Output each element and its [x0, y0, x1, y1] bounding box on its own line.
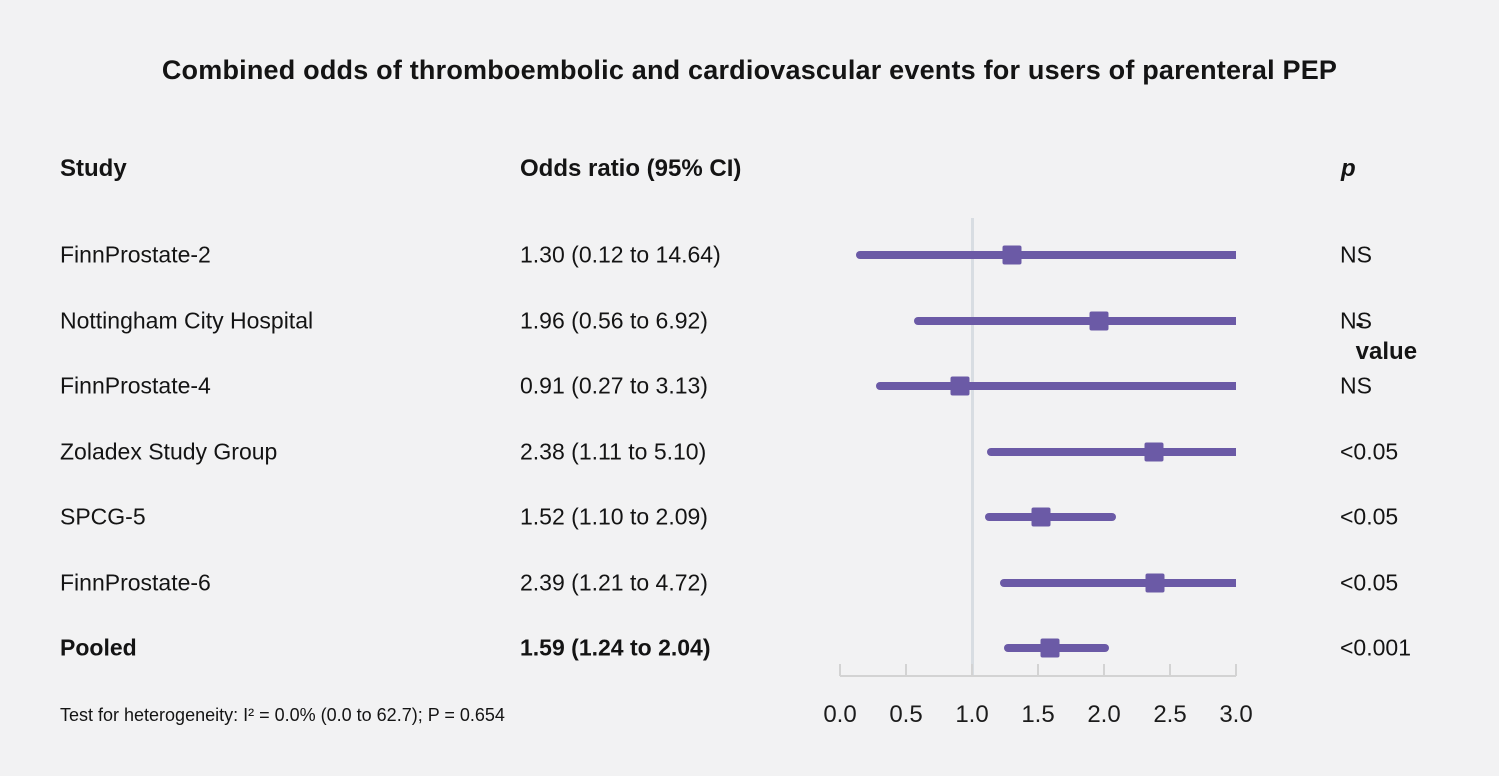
column-header-study: Study — [60, 155, 127, 182]
forest-row: Zoladex Study Group 2.38 (1.11 to 5.10) … — [0, 419, 1499, 485]
axis-tick-label: 2.0 — [1087, 701, 1121, 728]
axis-tick — [1235, 664, 1237, 676]
axis-tick — [1169, 664, 1171, 676]
axis-tick-label: 0.5 — [889, 701, 923, 728]
odds-ratio-label: 0.91 (0.27 to 3.13) — [520, 372, 708, 399]
forest-row: SPCG-5 1.52 (1.10 to 2.09) <0.05 — [0, 484, 1499, 550]
axis-tick — [1037, 664, 1039, 676]
confidence-interval-bar — [986, 447, 1236, 456]
forest-row: FinnProstate-2 1.30 (0.12 to 14.64) NS — [0, 222, 1499, 288]
axis-tick — [905, 664, 907, 676]
study-label: Pooled — [60, 634, 137, 661]
point-estimate-marker — [1145, 573, 1165, 592]
forest-row: Pooled 1.59 (1.24 to 2.04) <0.001 — [0, 615, 1499, 681]
point-estimate-marker — [1031, 507, 1051, 527]
odds-ratio-label: 2.38 (1.11 to 5.10) — [520, 438, 707, 464]
study-label: Nottingham City Hospital — [60, 307, 314, 333]
confidence-interval-bar — [913, 316, 1236, 325]
p-value-italic-p: p — [1341, 155, 1356, 182]
axis-tick-label: 1.5 — [1021, 701, 1055, 728]
study-label: FinnProstate-6 — [60, 569, 211, 595]
confidence-interval-bar — [999, 578, 1236, 587]
forest-row: FinnProstate-6 2.39 (1.21 to 4.72) <0.05 — [0, 550, 1499, 616]
confidence-interval-bar — [985, 513, 1116, 521]
p-value-label: <0.001 — [1340, 634, 1411, 661]
p-value-label: <0.05 — [1340, 569, 1399, 595]
x-axis-line — [840, 675, 1236, 677]
reference-line-at-1 — [970, 218, 974, 676]
point-estimate-marker — [950, 376, 970, 396]
axis-tick — [971, 664, 973, 676]
study-label: FinnProstate-4 — [60, 372, 211, 399]
column-header-p-value: p -value — [1341, 155, 1417, 365]
axis-tick-label: 1.0 — [955, 701, 989, 728]
odds-ratio-label: 1.59 (1.24 to 2.04) — [520, 634, 711, 661]
odds-ratio-label: 2.39 (1.21 to 4.72) — [520, 569, 708, 595]
point-estimate-marker — [1040, 638, 1060, 658]
p-value-label: NS — [1340, 372, 1372, 399]
p-value-label: NS — [1340, 241, 1372, 268]
axis-tick — [839, 664, 841, 676]
column-header-odds-ratio: Odds ratio (95% CI) — [520, 155, 742, 182]
heterogeneity-footnote: Test for heterogeneity: I² = 0.0% (0.0 t… — [60, 705, 505, 725]
odds-ratio-label: 1.96 (0.56 to 6.92) — [520, 307, 708, 333]
study-label: SPCG-5 — [60, 503, 146, 530]
study-label: Zoladex Study Group — [60, 438, 278, 464]
p-value-rest: -value — [1355, 310, 1418, 365]
study-label: FinnProstate-2 — [60, 241, 211, 268]
p-value-label: <0.05 — [1340, 503, 1399, 530]
axis-tick-label: 3.0 — [1219, 701, 1253, 728]
p-value-label: NS — [1340, 307, 1372, 333]
axis-tick-label: 0.0 — [823, 701, 857, 728]
p-value-label: <0.05 — [1340, 438, 1399, 464]
point-estimate-marker — [1002, 245, 1022, 265]
forest-row: Nottingham City Hospital 1.96 (0.56 to 6… — [0, 288, 1499, 354]
axis-tick — [1103, 664, 1105, 676]
point-estimate-marker — [1144, 442, 1164, 461]
forest-row: FinnProstate-4 0.91 (0.27 to 3.13) NS — [0, 353, 1499, 419]
odds-ratio-label: 1.30 (0.12 to 14.64) — [520, 241, 721, 268]
odds-ratio-label: 1.52 (1.10 to 2.09) — [520, 503, 708, 530]
axis-tick-label: 2.5 — [1153, 701, 1187, 728]
confidence-interval-bar — [875, 382, 1236, 390]
confidence-interval-bar — [855, 251, 1236, 259]
chart-title: Combined odds of thromboembolic and card… — [161, 55, 1338, 85]
point-estimate-marker — [1089, 311, 1109, 330]
